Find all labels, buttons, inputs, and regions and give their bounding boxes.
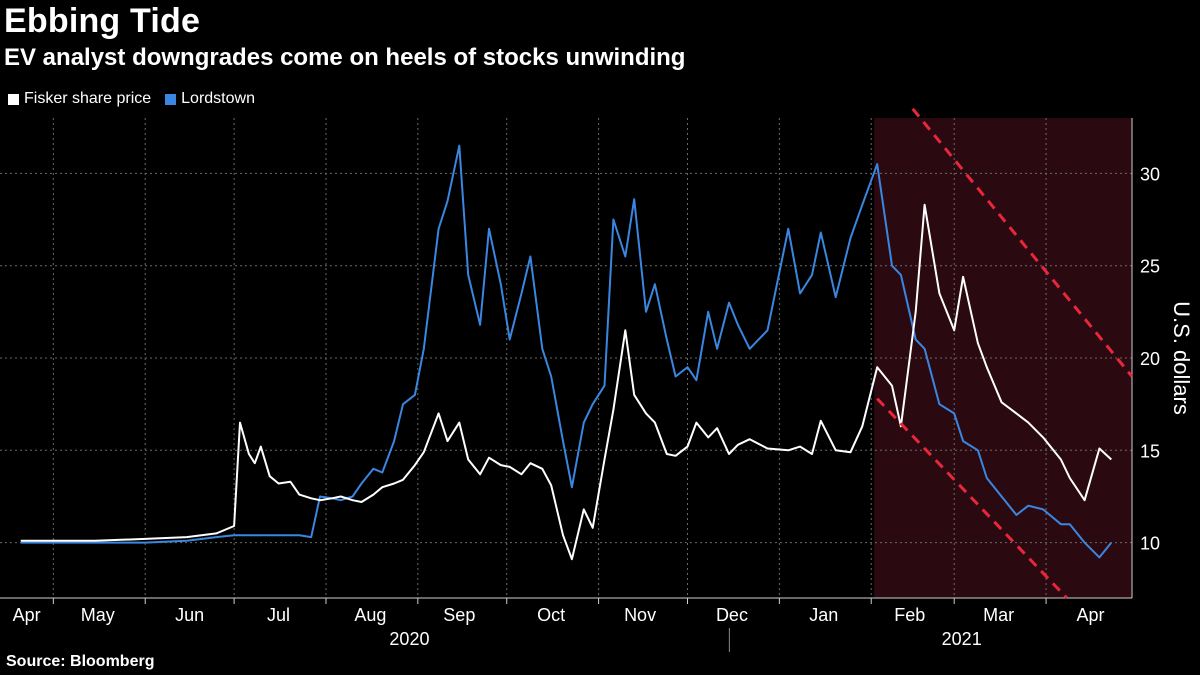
legend-label-fisker: Fisker share price	[24, 90, 152, 107]
legend-swatch-fisker	[8, 93, 19, 105]
x-month-label: Sep	[443, 605, 475, 625]
y-axis-title: U.S. dollars	[1169, 301, 1194, 415]
series-line-fisker	[20, 203, 1112, 561]
chart-title: Ebbing Tide	[4, 2, 201, 40]
x-month-label: Apr	[1077, 605, 1105, 625]
trend-line-upper	[911, 107, 1134, 378]
x-month-label: Dec	[716, 605, 748, 625]
legend-item-lordstown: Lordstown	[165, 90, 255, 108]
x-month-label: Jun	[175, 605, 204, 625]
legend-item-fisker: Fisker share price	[8, 90, 151, 108]
x-year-label: 2021	[942, 629, 982, 649]
highlight-band	[874, 118, 1132, 598]
y-tick-label: 30	[1140, 164, 1160, 184]
x-month-label: Oct	[537, 605, 565, 625]
x-month-label: Apr	[13, 605, 41, 625]
chart-subtitle: EV analyst downgrades come on heels of s…	[4, 44, 686, 71]
legend-swatch-lordstown	[165, 93, 177, 105]
x-month-label: Jul	[267, 605, 290, 625]
x-month-label: May	[81, 605, 115, 625]
y-tick-label: 20	[1140, 349, 1160, 369]
trend-line-lower	[876, 397, 1068, 600]
x-month-label: Aug	[354, 605, 386, 625]
chart-legend: Fisker share price Lordstown	[8, 90, 255, 108]
x-year-label: 2020	[389, 629, 429, 649]
x-month-label: Mar	[983, 605, 1014, 625]
series-line-lordstown	[20, 144, 1113, 559]
legend-label-lordstown: Lordstown	[181, 90, 255, 107]
y-tick-label: 10	[1140, 534, 1160, 554]
x-month-label: Nov	[624, 605, 656, 625]
source-note: Source: Bloomberg	[6, 653, 155, 670]
y-tick-label: 15	[1140, 441, 1160, 461]
x-month-label: Jan	[809, 605, 838, 625]
y-tick-label: 25	[1140, 257, 1160, 277]
x-month-label: Feb	[894, 605, 925, 625]
